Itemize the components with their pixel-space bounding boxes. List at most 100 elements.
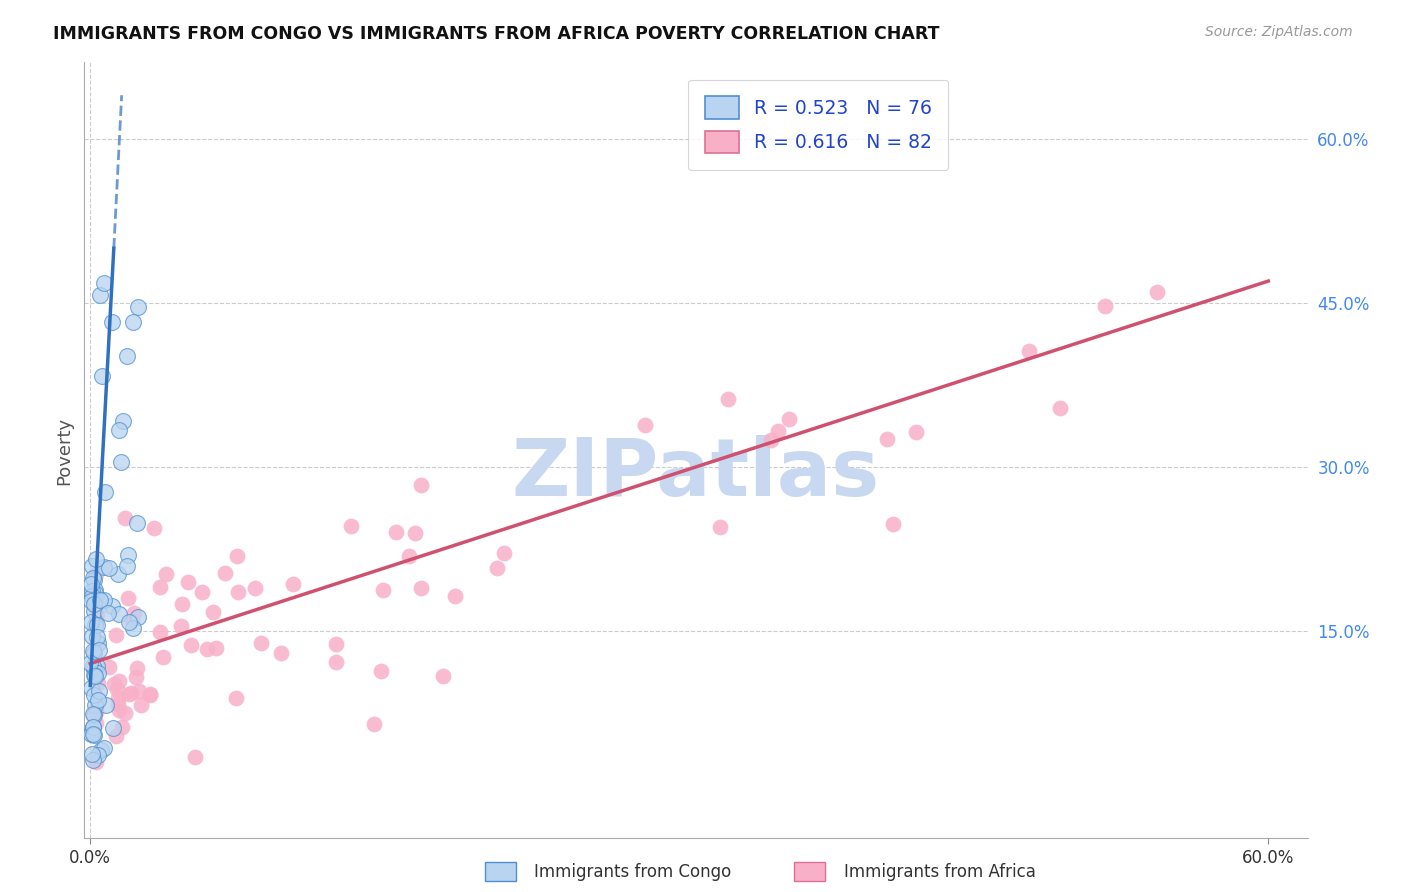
Point (143, 521, 166, 535)
Point (83, 698, 105, 712)
Point (107, 697, 129, 711)
Point (125, 671, 148, 685)
Point (83, 667, 105, 681)
Point (82, 629, 104, 643)
Point (83, 604, 105, 618)
Point (225, 691, 247, 706)
Point (83, 708, 105, 723)
Point (80, 594, 103, 608)
Point (325, 637, 347, 651)
Point (84, 702, 107, 716)
Point (86, 618, 108, 632)
Point (115, 559, 138, 574)
Point (94, 698, 117, 712)
Point (398, 549, 420, 563)
Point (492, 545, 515, 559)
Point (82, 727, 104, 741)
Point (107, 607, 129, 621)
Point (127, 516, 149, 530)
Point (243, 581, 266, 595)
Point (370, 664, 392, 678)
Point (108, 423, 131, 437)
Point (80, 726, 103, 740)
Point (83, 662, 105, 676)
Point (118, 615, 141, 629)
Point (122, 315, 145, 329)
Point (86, 631, 108, 645)
Point (138, 687, 160, 701)
Point (93, 276, 115, 290)
Point (1049, 401, 1071, 415)
Point (84, 567, 107, 582)
Point (82, 644, 104, 658)
Point (904, 425, 927, 439)
Point (93, 740, 115, 755)
Point (105, 729, 128, 743)
Point (80, 724, 103, 739)
Point (882, 516, 904, 531)
Point (110, 455, 132, 469)
Point (79, 656, 101, 670)
Point (90, 743, 112, 757)
Point (105, 681, 128, 696)
Point (84, 613, 107, 627)
Point (709, 520, 731, 534)
Point (82, 589, 104, 603)
Point (411, 581, 433, 595)
Point (250, 636, 273, 650)
Point (84, 755, 107, 769)
Point (98, 561, 121, 575)
Point (84, 715, 107, 730)
Point (84, 705, 107, 719)
Text: Immigrants from Congo: Immigrants from Congo (534, 863, 731, 881)
Point (87, 635, 110, 649)
Point (325, 655, 347, 669)
Point (634, 418, 657, 433)
Point (122, 621, 145, 635)
Point (114, 706, 136, 721)
Point (80, 584, 103, 599)
Point (89, 288, 111, 302)
Point (101, 599, 124, 614)
Point (82, 707, 104, 722)
Point (432, 669, 454, 683)
Point (83, 669, 105, 683)
Point (80, 681, 103, 695)
Point (80, 577, 103, 591)
Point (82, 720, 104, 734)
Point (86, 607, 108, 621)
Text: Immigrants from Africa: Immigrants from Africa (844, 863, 1035, 881)
Point (118, 687, 141, 701)
Point (83, 728, 105, 742)
Point (86, 659, 108, 673)
Point (195, 641, 218, 656)
Point (82, 571, 104, 585)
Point (127, 301, 149, 315)
Point (214, 566, 236, 580)
Point (112, 413, 135, 427)
Point (226, 585, 249, 599)
Text: ZIPatlas: ZIPatlas (512, 434, 880, 513)
Point (103, 677, 125, 691)
Point (80, 747, 103, 761)
Point (97, 606, 120, 620)
Point (108, 674, 131, 689)
Point (83, 597, 105, 611)
Point (155, 567, 177, 582)
Point (87, 642, 110, 657)
Point (1094, 300, 1116, 314)
Point (444, 589, 467, 603)
Point (404, 525, 426, 540)
Point (122, 606, 145, 620)
Point (101, 721, 124, 735)
Point (270, 646, 292, 660)
Point (82, 754, 104, 768)
Point (80, 590, 103, 604)
Point (83, 573, 105, 587)
Point (768, 425, 790, 439)
Point (1018, 344, 1040, 359)
Point (180, 638, 202, 652)
Point (101, 315, 124, 329)
Point (82, 559, 104, 574)
Point (184, 750, 207, 764)
